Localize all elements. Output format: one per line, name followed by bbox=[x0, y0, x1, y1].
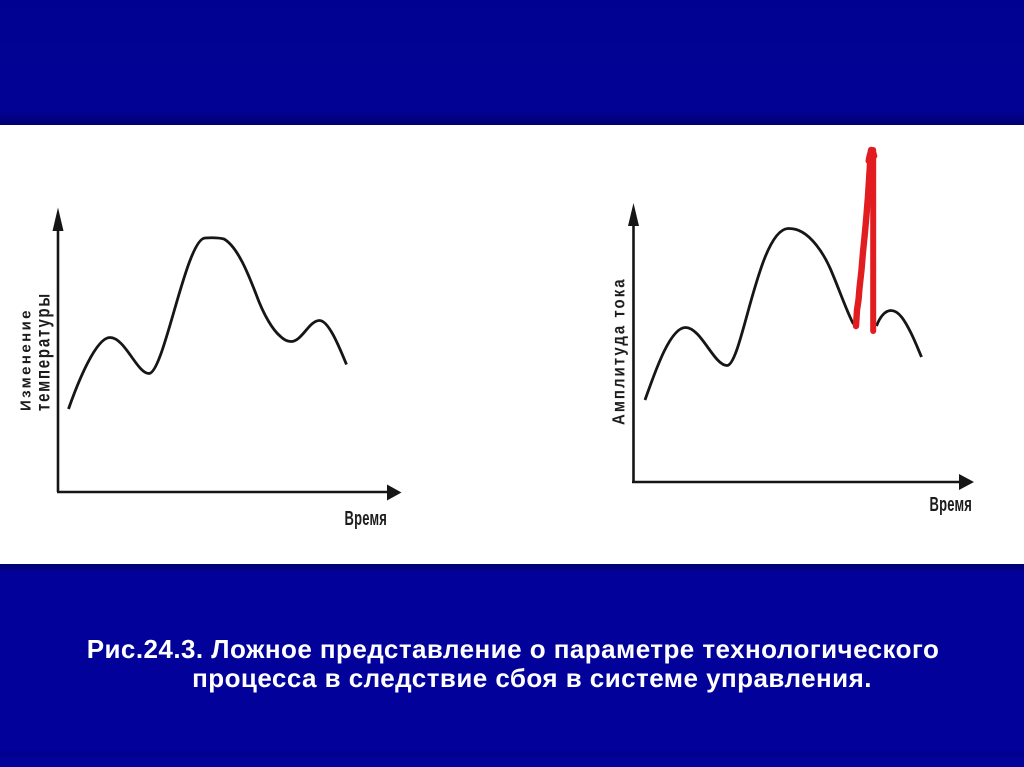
svg-text:Амплитуда тока: Амплитуда тока bbox=[610, 277, 629, 425]
svg-text:температуры: температуры bbox=[32, 292, 54, 411]
svg-text:Время: Время bbox=[345, 507, 388, 530]
svg-text:Время: Время bbox=[930, 493, 973, 516]
svg-text:Изменение: Изменение bbox=[18, 308, 35, 411]
